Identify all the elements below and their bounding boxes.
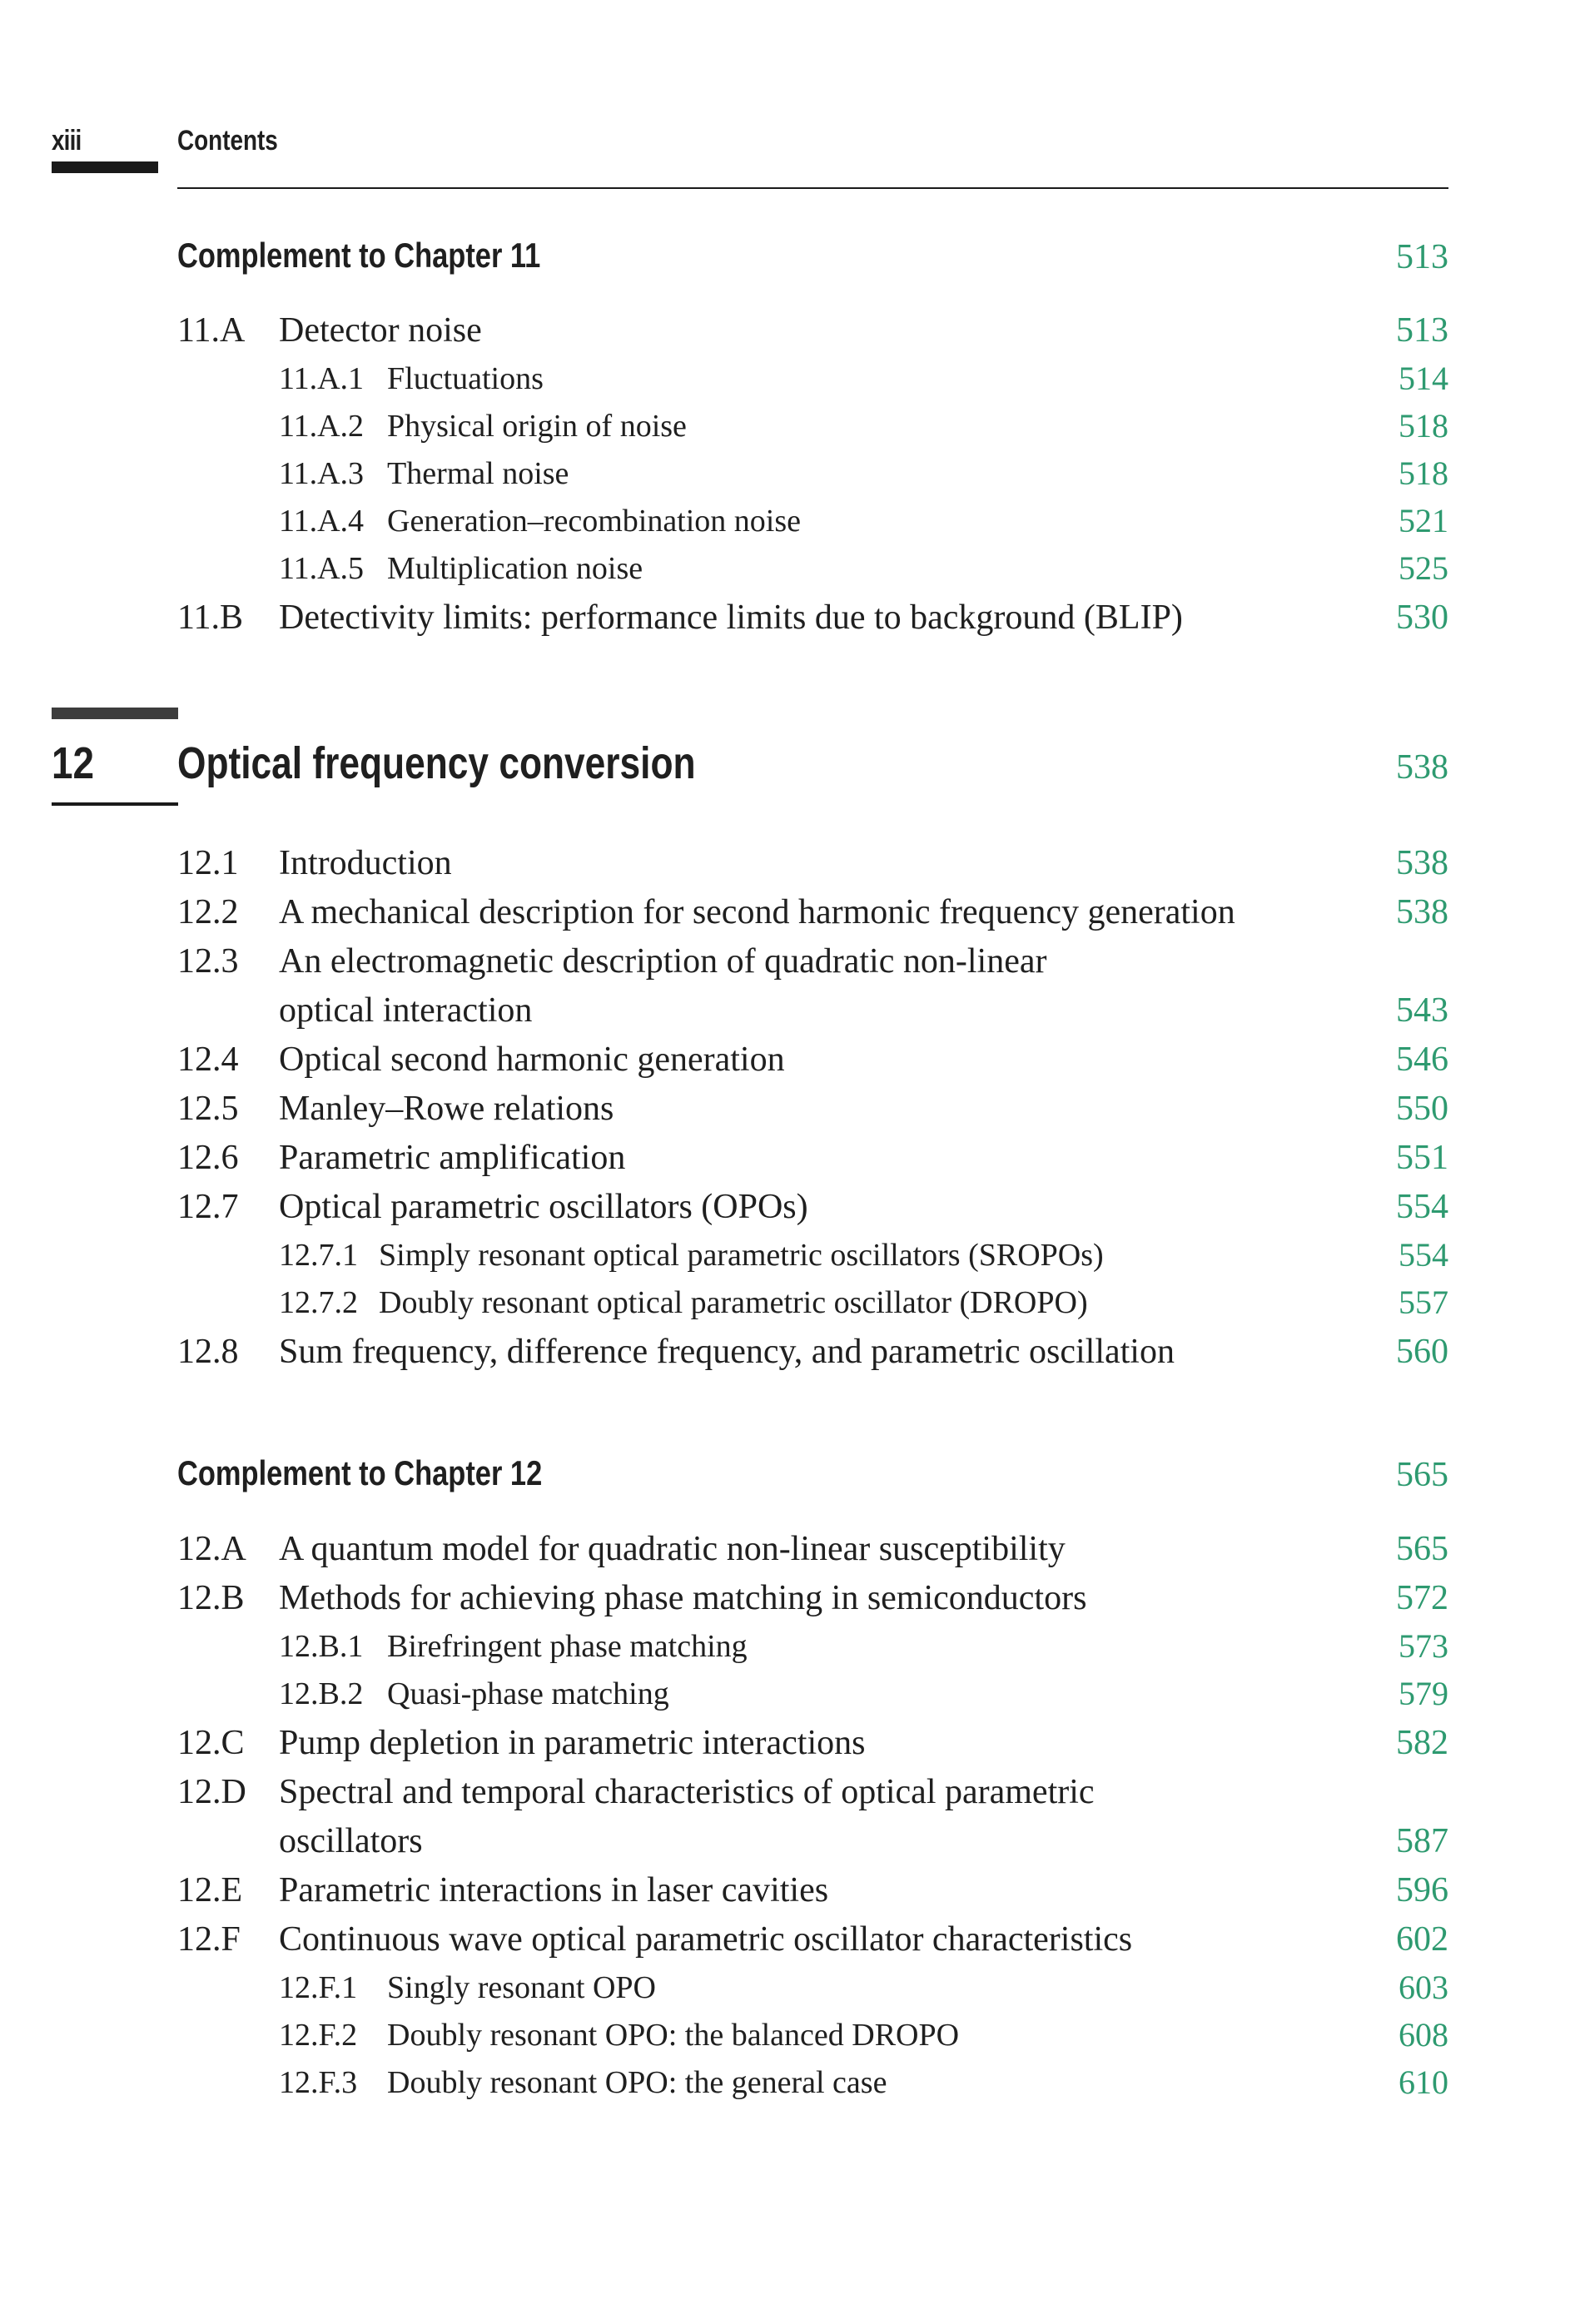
toc-entry-number: 12.1 — [177, 844, 239, 882]
toc-subentry-number: 11.A.4 — [279, 504, 365, 539]
toc-entry-number: 12.8 — [177, 1333, 239, 1371]
toc-entry-page[interactable]: 530 — [1396, 598, 1448, 637]
toc-entry-number: 11.B — [177, 598, 243, 637]
toc-subentry-page[interactable]: 554 — [1399, 1236, 1448, 1274]
toc-subentry-title[interactable]: Physical origin of noise — [387, 409, 687, 444]
toc-subentry-title[interactable]: Doubly resonant optical parametric oscil… — [379, 1285, 1088, 1320]
toc-subentry-number: 11.A.5 — [279, 551, 365, 586]
toc-subentry-page[interactable]: 603 — [1399, 1969, 1448, 2006]
toc-entry-number: 12.6 — [177, 1139, 239, 1177]
toc-subentry-title[interactable]: Birefringent phase matching — [387, 1629, 748, 1664]
toc-entry-page[interactable]: 538 — [1396, 893, 1448, 931]
toc-subentry-page[interactable]: 514 — [1399, 360, 1448, 397]
toc-subentry-number: 12.7.1 — [279, 1238, 358, 1273]
toc-subentry-title[interactable]: Singly resonant OPO — [387, 1970, 656, 2005]
toc-subentry-page[interactable]: 518 — [1399, 454, 1448, 492]
complement-12-heading: Complement to Chapter 12 — [177, 1453, 543, 1492]
chapter-page[interactable]: 538 — [1396, 748, 1448, 787]
toc-subentry-title[interactable]: Multiplication noise — [387, 551, 643, 586]
chapter-title[interactable]: Optical frequency conversion — [177, 738, 696, 788]
toc-entry-number: 12.E — [177, 1871, 243, 1909]
toc-entry-number: 12.B — [177, 1579, 245, 1617]
toc-entry-title[interactable]: A quantum model for quadratic non-linear… — [279, 1530, 1066, 1568]
toc-subentry-page[interactable]: 610 — [1399, 2063, 1448, 2101]
toc-subentry-number: 12.F.2 — [279, 2018, 358, 2053]
toc-subentry-page[interactable]: 573 — [1399, 1627, 1448, 1665]
chapter-number-underline — [52, 802, 178, 806]
complement-12-page[interactable]: 565 — [1396, 1456, 1448, 1494]
toc-entry-title-continued[interactable]: oscillators — [279, 1822, 423, 1860]
toc-subentry-title[interactable]: Generation–recombination noise — [387, 504, 802, 539]
toc-entry-page[interactable]: 587 — [1396, 1822, 1448, 1860]
running-page-number: xiii — [52, 125, 82, 156]
toc-entry-number: 12.C — [177, 1724, 245, 1762]
toc-entry-number: 11.A — [177, 311, 246, 350]
toc-entry-page[interactable]: 560 — [1396, 1333, 1448, 1371]
toc-subentry-number: 12.F.3 — [279, 2065, 358, 2100]
toc-entry-number: 12.A — [177, 1530, 246, 1568]
toc-subentry-title[interactable]: Thermal noise — [387, 456, 569, 491]
toc-entry-title[interactable]: Pump depletion in parametric interaction… — [279, 1724, 866, 1762]
header-rule — [177, 187, 1448, 189]
chapter-number: 12 — [52, 738, 95, 788]
toc-entry-number: 12.F — [177, 1920, 241, 1959]
toc-entry-title[interactable]: Sum frequency, difference frequency, and… — [279, 1333, 1175, 1371]
toc-subentry-title[interactable]: Doubly resonant OPO: the general case — [387, 2065, 887, 2100]
toc-subentry-title[interactable]: Fluctuations — [387, 361, 544, 396]
toc-entry-number: 12.3 — [177, 942, 239, 981]
toc-entry-title[interactable]: An electromagnetic description of quadra… — [279, 942, 1047, 981]
toc-subentry-number: 12.B.1 — [279, 1629, 364, 1664]
toc-entry-title[interactable]: Optical parametric oscillators (OPOs) — [279, 1188, 808, 1226]
toc-entry-page[interactable]: 602 — [1396, 1920, 1448, 1959]
chapter-marker-bar — [52, 708, 178, 719]
toc-entry-number: 12.2 — [177, 893, 239, 931]
toc-entry-title[interactable]: Introduction — [279, 844, 452, 882]
complement-11-heading: Complement to Chapter 11 — [177, 236, 541, 275]
toc-entry-page[interactable]: 550 — [1396, 1090, 1448, 1128]
running-title: Contents — [177, 125, 278, 156]
complement-11-page[interactable]: 513 — [1396, 238, 1448, 276]
toc-subentry-page[interactable]: 521 — [1399, 502, 1448, 539]
toc-subentry-title[interactable]: Quasi-phase matching — [387, 1676, 669, 1711]
toc-entry-page[interactable]: 565 — [1396, 1530, 1448, 1568]
toc-entry-number: 12.7 — [177, 1188, 239, 1226]
toc-entry-page[interactable]: 596 — [1396, 1871, 1448, 1909]
toc-subentry-number: 12.7.2 — [279, 1285, 358, 1320]
toc-subentry-number: 11.A.3 — [279, 456, 365, 491]
toc-subentry-page[interactable]: 525 — [1399, 549, 1448, 587]
toc-entry-page[interactable]: 513 — [1396, 311, 1448, 350]
toc-subentry-number: 11.A.1 — [279, 361, 365, 396]
toc-entry-title[interactable]: Parametric interactions in laser cavitie… — [279, 1871, 829, 1909]
toc-subentry-number: 12.B.2 — [279, 1676, 364, 1711]
toc-entry-number: 12.4 — [177, 1040, 239, 1079]
toc-entry-title[interactable]: Manley–Rowe relations — [279, 1090, 614, 1128]
toc-entry-number: 12.D — [177, 1773, 246, 1811]
toc-subentry-page[interactable]: 579 — [1399, 1675, 1448, 1712]
toc-entry-title[interactable]: Methods for achieving phase matching in … — [279, 1579, 1087, 1617]
toc-subentry-page[interactable]: 557 — [1399, 1284, 1448, 1321]
toc-entry-title[interactable]: Detector noise — [279, 311, 482, 350]
toc-entry-page[interactable]: 554 — [1396, 1188, 1448, 1226]
toc-entry-page[interactable]: 546 — [1396, 1040, 1448, 1079]
header-marker-bar — [52, 161, 158, 173]
toc-subentry-title[interactable]: Simply resonant optical parametric oscil… — [379, 1238, 1104, 1273]
toc-entry-number: 12.5 — [177, 1090, 239, 1128]
toc-subentry-title[interactable]: Doubly resonant OPO: the balanced DROPO — [387, 2018, 960, 2053]
toc-entry-page[interactable]: 582 — [1396, 1724, 1448, 1762]
toc-entry-title[interactable]: Parametric amplification — [279, 1139, 626, 1177]
toc-subentry-number: 11.A.2 — [279, 409, 365, 444]
toc-subentry-page[interactable]: 518 — [1399, 407, 1448, 444]
toc-entry-title[interactable]: Detectivity limits: performance limits d… — [279, 598, 1183, 637]
toc-entry-title[interactable]: Continuous wave optical parametric oscil… — [279, 1920, 1133, 1959]
toc-entry-page[interactable]: 551 — [1396, 1139, 1448, 1177]
toc-entry-page[interactable]: 572 — [1396, 1579, 1448, 1617]
toc-entry-page[interactable]: 538 — [1396, 844, 1448, 882]
toc-entry-page[interactable]: 543 — [1396, 991, 1448, 1030]
toc-entry-title-continued[interactable]: optical interaction — [279, 991, 533, 1030]
toc-entry-title[interactable]: A mechanical description for second harm… — [279, 893, 1235, 931]
toc-subentry-page[interactable]: 608 — [1399, 2016, 1448, 2053]
toc-entry-title[interactable]: Spectral and temporal characteristics of… — [279, 1773, 1095, 1811]
toc-subentry-number: 12.F.1 — [279, 1970, 358, 2005]
toc-entry-title[interactable]: Optical second harmonic generation — [279, 1040, 785, 1079]
